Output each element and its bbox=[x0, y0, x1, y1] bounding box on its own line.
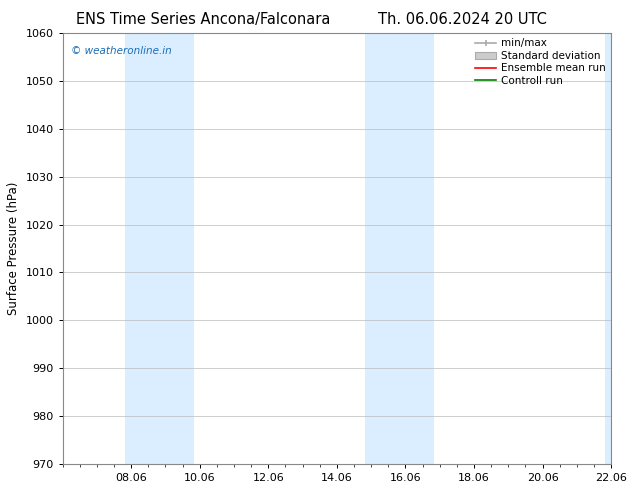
Bar bbox=[126, 33, 160, 464]
Text: ENS Time Series Ancona/Falconara: ENS Time Series Ancona/Falconara bbox=[75, 12, 330, 27]
Bar bbox=[160, 33, 194, 464]
Bar bbox=[365, 33, 399, 464]
Bar bbox=[605, 33, 628, 464]
Bar bbox=[399, 33, 434, 464]
Legend: min/max, Standard deviation, Ensemble mean run, Controll run: min/max, Standard deviation, Ensemble me… bbox=[471, 34, 610, 90]
Text: © weatheronline.in: © weatheronline.in bbox=[71, 46, 172, 56]
Y-axis label: Surface Pressure (hPa): Surface Pressure (hPa) bbox=[7, 182, 20, 315]
Text: Th. 06.06.2024 20 UTC: Th. 06.06.2024 20 UTC bbox=[378, 12, 547, 27]
